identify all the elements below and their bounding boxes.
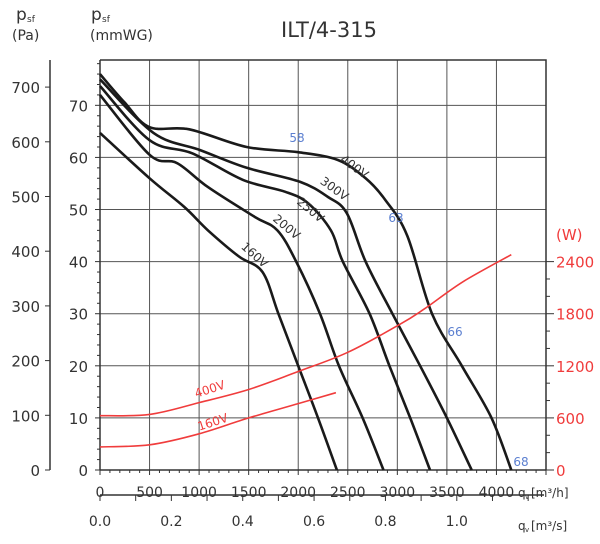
svg-text:[m³/h]: [m³/h]	[531, 486, 569, 500]
pressure-curve-160V	[99, 131, 339, 471]
pa-tick-label: 500	[11, 189, 40, 207]
svg-text:(Pa): (Pa)	[12, 28, 39, 44]
noise-level-label: 58	[289, 131, 304, 145]
mmwg-tick-label: 20	[69, 358, 88, 376]
pa-tick-label: 300	[11, 298, 40, 316]
svg-text:(mmWG): (mmWG)	[90, 28, 153, 44]
curves	[98, 73, 513, 471]
svg-text:v: v	[525, 493, 529, 501]
svg-text:sf: sf	[102, 15, 111, 25]
svg-text:q: q	[518, 486, 526, 500]
svg-text:sf: sf	[27, 15, 36, 25]
svg-text:p: p	[91, 5, 102, 25]
watts-tick-label: 1800	[556, 306, 594, 324]
mmwg-tick-label: 70	[69, 97, 88, 115]
noise-level-label: 63	[388, 211, 403, 225]
pa-tick-label: 600	[11, 134, 40, 152]
mmwg-tick-label: 10	[69, 410, 88, 428]
mmwg-tick-label: 50	[69, 202, 88, 220]
x2-tick-label: 0.8	[374, 514, 396, 530]
x-tick-label: 2500	[330, 485, 366, 501]
grid	[100, 59, 547, 470]
x2-tick-label: 0.6	[303, 514, 325, 530]
watts-tick-label: 1200	[556, 358, 594, 376]
plot-border	[100, 59, 547, 470]
chart-title: ILT/4-315	[281, 18, 377, 42]
watts-tick-label: 2400	[556, 254, 594, 272]
x-tick-label: 2000	[280, 485, 316, 501]
x2-tick-label: 1.0	[446, 514, 468, 530]
y-label-watts: (W)	[556, 226, 583, 244]
pressure-curve-400V	[99, 73, 513, 471]
x-label-m3h: q v [m³/h]	[518, 486, 569, 501]
pressure-curve-200V	[98, 94, 385, 471]
x-tick-label: 0	[96, 485, 105, 501]
svg-text:v: v	[525, 526, 529, 534]
svg-text:p: p	[16, 5, 27, 25]
x-label-m3s: q v [m³/s]	[518, 519, 567, 534]
watts-tick-label: 0	[556, 462, 566, 480]
svg-text:q: q	[518, 519, 526, 533]
power-curve-400V	[99, 254, 512, 417]
noise-level-label: 68	[513, 455, 528, 469]
pa-tick-label: 700	[11, 79, 40, 97]
mmwg-tick-label: 40	[69, 254, 88, 272]
power-curve-160V	[99, 391, 337, 448]
y-label-mmwg: p sf (mmWG)	[90, 5, 153, 44]
pa-tick-label: 400	[11, 243, 40, 261]
noise-level-label: 66	[447, 325, 462, 339]
x-tick-label: 1000	[181, 485, 217, 501]
x-tick-label: 3000	[380, 485, 416, 501]
mmwg-tick-label: 0	[78, 462, 88, 480]
x-tick-label: 3500	[429, 485, 465, 501]
watts-tick-label: 600	[556, 410, 585, 428]
svg-text:[m³/s]: [m³/s]	[531, 519, 567, 533]
x-tick-label: 1500	[231, 485, 267, 501]
y-label-pa: p sf (Pa)	[12, 5, 39, 44]
x2-tick-label: 0.4	[232, 514, 254, 530]
pressure-curve-250V	[99, 85, 432, 471]
axes: 0102030405060700100200300400500600700060…	[11, 60, 594, 530]
mmwg-tick-label: 60	[69, 149, 88, 167]
mmwg-tick-label: 30	[69, 306, 88, 324]
x-tick-label: 500	[136, 485, 163, 501]
x2-tick-label: 0.2	[160, 514, 182, 530]
pa-tick-label: 100	[11, 407, 40, 425]
pa-tick-label: 200	[11, 353, 40, 371]
pa-tick-label: 0	[30, 462, 40, 480]
x-tick-label: 4000	[479, 485, 515, 501]
x2-tick-label: 0.0	[89, 514, 111, 530]
pressure-curve-300V	[99, 78, 473, 471]
pressure-curve-label: 250V	[294, 195, 327, 226]
